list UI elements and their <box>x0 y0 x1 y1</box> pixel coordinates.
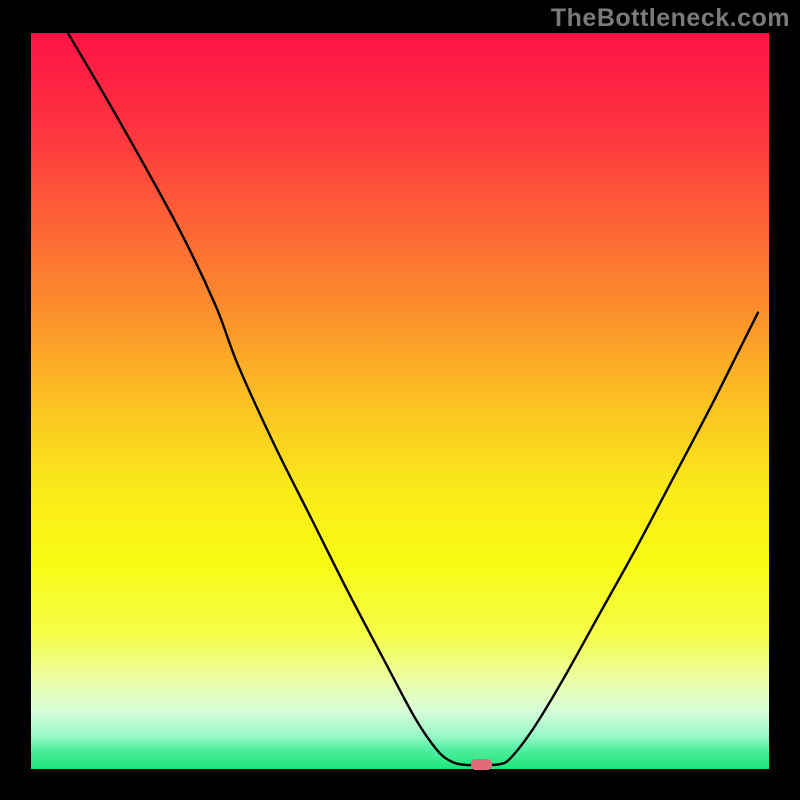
plot-area <box>31 33 769 769</box>
bottleneck-curve <box>31 33 769 769</box>
optimum-marker <box>471 759 492 770</box>
watermark-text: TheBottleneck.com <box>551 4 790 33</box>
